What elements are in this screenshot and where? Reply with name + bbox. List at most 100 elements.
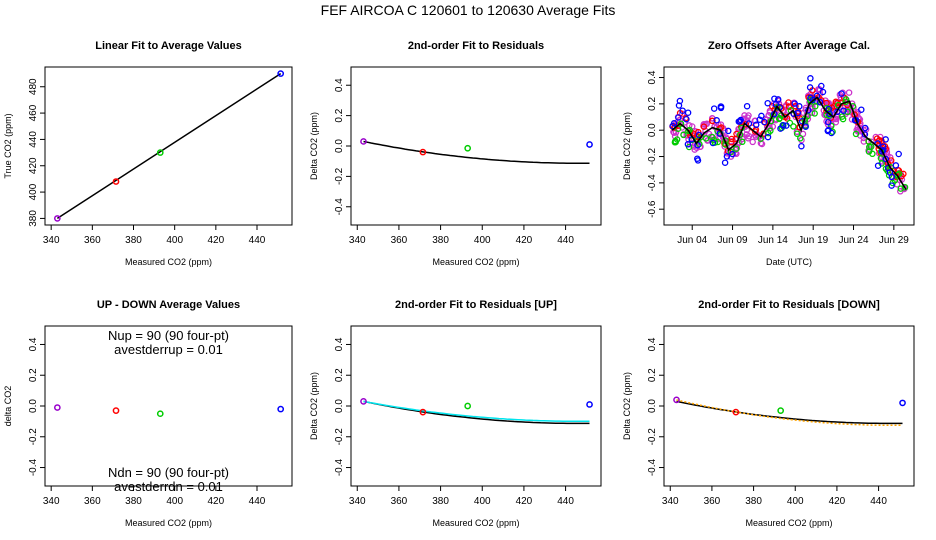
data-point: [675, 114, 682, 121]
y-tick-label: 400: [28, 183, 39, 200]
data-point: [777, 407, 785, 414]
y-axis-label: Delta CO2 (ppm): [622, 372, 632, 440]
x-tick-label: 340: [349, 496, 366, 507]
plot-frame: [663, 66, 915, 226]
data-point: [894, 171, 901, 179]
data-point: [811, 110, 818, 117]
data-point: [745, 132, 753, 140]
data-point: [156, 410, 164, 418]
data-point: [791, 100, 798, 107]
data-point: [853, 126, 860, 134]
data-point: [901, 183, 909, 191]
y-tick-label: 0.2: [334, 368, 345, 382]
data-point: [464, 144, 472, 152]
data-point: [802, 123, 809, 130]
fit-curve: [363, 140, 590, 164]
data-point: [733, 130, 740, 138]
data-point: [785, 99, 792, 106]
x-tick-label: Jun 24: [839, 235, 869, 246]
panel-title: Zero Offsets After Average Cal.: [708, 40, 870, 52]
data-point: [798, 142, 805, 150]
data-point: [785, 103, 793, 111]
data-point: [775, 100, 783, 107]
plot-area: [54, 70, 285, 222]
x-tick-label: 380: [432, 496, 449, 507]
figure-title: FEF AIRCOA C 120601 to 120630 Average Fi…: [321, 2, 616, 18]
data-point: [728, 135, 735, 143]
data-point: [796, 103, 803, 110]
y-tick-label: 460: [28, 104, 39, 121]
y-tick-label: 0.4: [334, 337, 345, 351]
data-point: [797, 135, 804, 142]
data-point: [112, 178, 120, 185]
data-point: [679, 107, 686, 114]
data-point: [749, 138, 756, 146]
x-tick-label: Jun 04: [677, 235, 707, 246]
panel-title: 2nd-order Fit to Residuals [UP]: [395, 299, 557, 311]
data-point: [725, 127, 732, 135]
plot-area: [360, 398, 593, 425]
annotation-text: avestderrup = 0.01: [114, 342, 223, 357]
data-point: [673, 396, 680, 404]
data-point: [739, 138, 746, 146]
y-tick-label: -0.4: [334, 458, 345, 476]
x-tick-label: 340: [662, 496, 679, 507]
y-tick-label: -0.2: [334, 167, 345, 185]
y-axis-label: Delta CO2 (ppm): [309, 112, 319, 180]
y-tick-label: 0.4: [647, 337, 658, 351]
y-tick-label: 0.0: [334, 139, 345, 153]
x-tick-label: 340: [43, 235, 60, 246]
data-point: [112, 407, 120, 414]
x-tick-label: 360: [391, 496, 408, 507]
annotation-text: avestderrdn = 0.01: [114, 479, 223, 494]
data-point: [842, 95, 849, 102]
data-point: [771, 95, 778, 102]
data-point: [419, 148, 427, 156]
data-point: [882, 136, 889, 143]
data-point: [878, 148, 886, 155]
data-point: [710, 105, 718, 112]
x-tick-label: 360: [84, 496, 101, 507]
trend-line: [671, 96, 907, 190]
data-point: [743, 102, 751, 110]
data-point: [54, 215, 61, 222]
data-point: [743, 126, 751, 134]
y-tick-label: -0.2: [334, 428, 345, 446]
y-axis-label: Delta CO2 (ppm): [622, 112, 632, 180]
x-tick-label: 360: [391, 235, 408, 246]
data-point: [684, 141, 692, 148]
data-point: [695, 131, 703, 139]
data-point: [742, 120, 750, 128]
data-point: [839, 115, 847, 123]
data-point: [793, 130, 801, 137]
data-point: [825, 105, 832, 113]
data-point: [818, 82, 825, 90]
data-point: [684, 109, 692, 116]
x-axis-label: Measured CO2 (ppm): [432, 518, 519, 528]
y-axis-label: Delta CO2 (ppm): [309, 372, 319, 440]
x-tick-label: 420: [207, 235, 224, 246]
data-point: [764, 133, 772, 141]
plot-area: [360, 138, 593, 164]
data-point: [360, 138, 367, 145]
data-point: [683, 115, 690, 123]
x-tick-label: Jun 09: [718, 235, 748, 246]
fit-line: [56, 72, 282, 220]
data-point: [852, 130, 860, 138]
chart-p3: Zero Offsets After Average Cal. Date (UTC…: [622, 40, 915, 267]
y-tick-label: 440: [28, 131, 39, 148]
data-point: [790, 123, 797, 130]
y-tick-label: 0.4: [28, 337, 39, 351]
data-point: [700, 123, 708, 130]
data-point: [713, 117, 720, 124]
x-axis-label: Measured CO2 (ppm): [125, 257, 212, 267]
panel-title: Linear Fit to Average Values: [95, 40, 242, 52]
y-tick-label: -0.4: [28, 458, 39, 476]
data-point: [892, 162, 900, 169]
data-point: [819, 88, 827, 96]
y-tick-label: -0.4: [647, 174, 658, 192]
y-tick-label: 480: [28, 78, 39, 95]
x-tick-label: 440: [870, 496, 887, 507]
x-tick-label: 420: [829, 496, 846, 507]
